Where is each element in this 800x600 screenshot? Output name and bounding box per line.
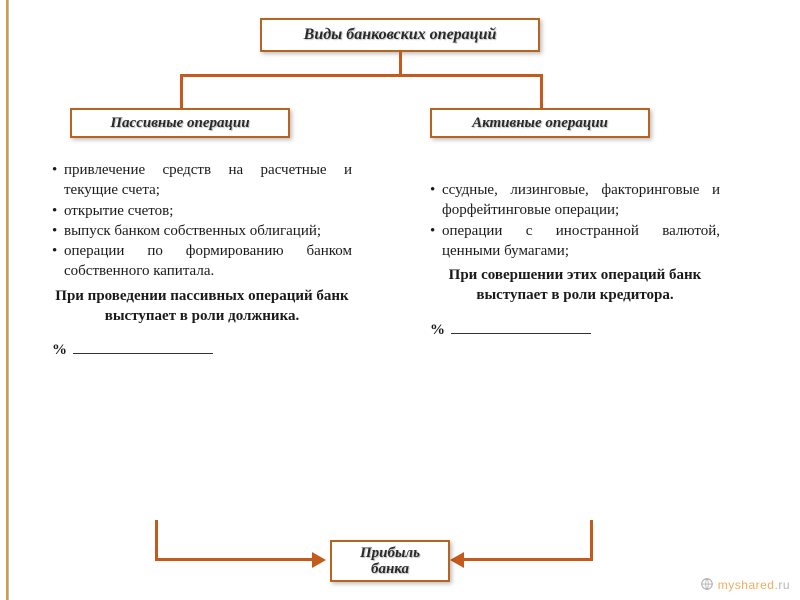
list-item: ссудные, лизинговые, факторинговые и фор…: [430, 180, 720, 221]
list-item: открытие счетов;: [52, 201, 352, 221]
passive-bullet-list: привлечение средств на расчетные и текущ…: [52, 160, 352, 282]
accent-vertical-bar: [6, 0, 9, 600]
active-description: ссудные, лизинговые, факторинговые и фор…: [430, 180, 720, 340]
active-bullet-list: ссудные, лизинговые, факторинговые и фор…: [430, 180, 720, 261]
passive-heading: Пассивные операции: [110, 115, 249, 132]
globe-icon: [700, 577, 714, 591]
percent-symbol: %: [52, 342, 67, 358]
arrow-head-left-icon: [450, 552, 464, 568]
list-item: привлечение средств на расчетные и текущ…: [52, 160, 352, 201]
connector: [180, 74, 183, 108]
connector: [399, 74, 542, 77]
title-text: Виды банковских операций: [304, 26, 497, 44]
blank-line: [451, 333, 591, 334]
active-heading-box: Активные операции: [430, 108, 650, 138]
title-box: Виды банковских операций: [260, 18, 540, 52]
watermark: myshared.ru: [700, 577, 790, 592]
watermark-post: .ru: [774, 578, 790, 592]
passive-heading-box: Пассивные операции: [70, 108, 290, 138]
list-item: выпуск банком собственных облигаций;: [52, 221, 352, 241]
arrow-head-right-icon: [312, 552, 326, 568]
left-arrow-segment: [155, 558, 315, 561]
passive-note: При проведении пассивных операций банк в…: [52, 286, 352, 327]
active-note: При совершении этих операций банк выступ…: [430, 265, 720, 306]
blank-line: [73, 353, 213, 354]
percent-symbol: %: [430, 322, 445, 338]
passive-description: привлечение средств на расчетные и текущ…: [52, 160, 352, 360]
active-percent-blank: %: [430, 320, 720, 340]
watermark-pre: myshared: [718, 578, 775, 592]
connector: [180, 74, 402, 77]
passive-percent-blank: %: [52, 340, 352, 360]
list-item: операции с иностранной валютой, ценными …: [430, 221, 720, 262]
left-arrow-segment: [155, 520, 158, 560]
connector: [399, 52, 402, 74]
right-arrow-segment: [462, 558, 593, 561]
active-heading: Активные операции: [472, 115, 608, 132]
profit-text: Прибыль банка: [342, 545, 438, 578]
profit-box: Прибыль банка: [330, 540, 450, 582]
right-arrow-segment: [590, 520, 593, 560]
list-item: операции по формированию банком собствен…: [52, 241, 352, 282]
connector: [540, 74, 543, 108]
